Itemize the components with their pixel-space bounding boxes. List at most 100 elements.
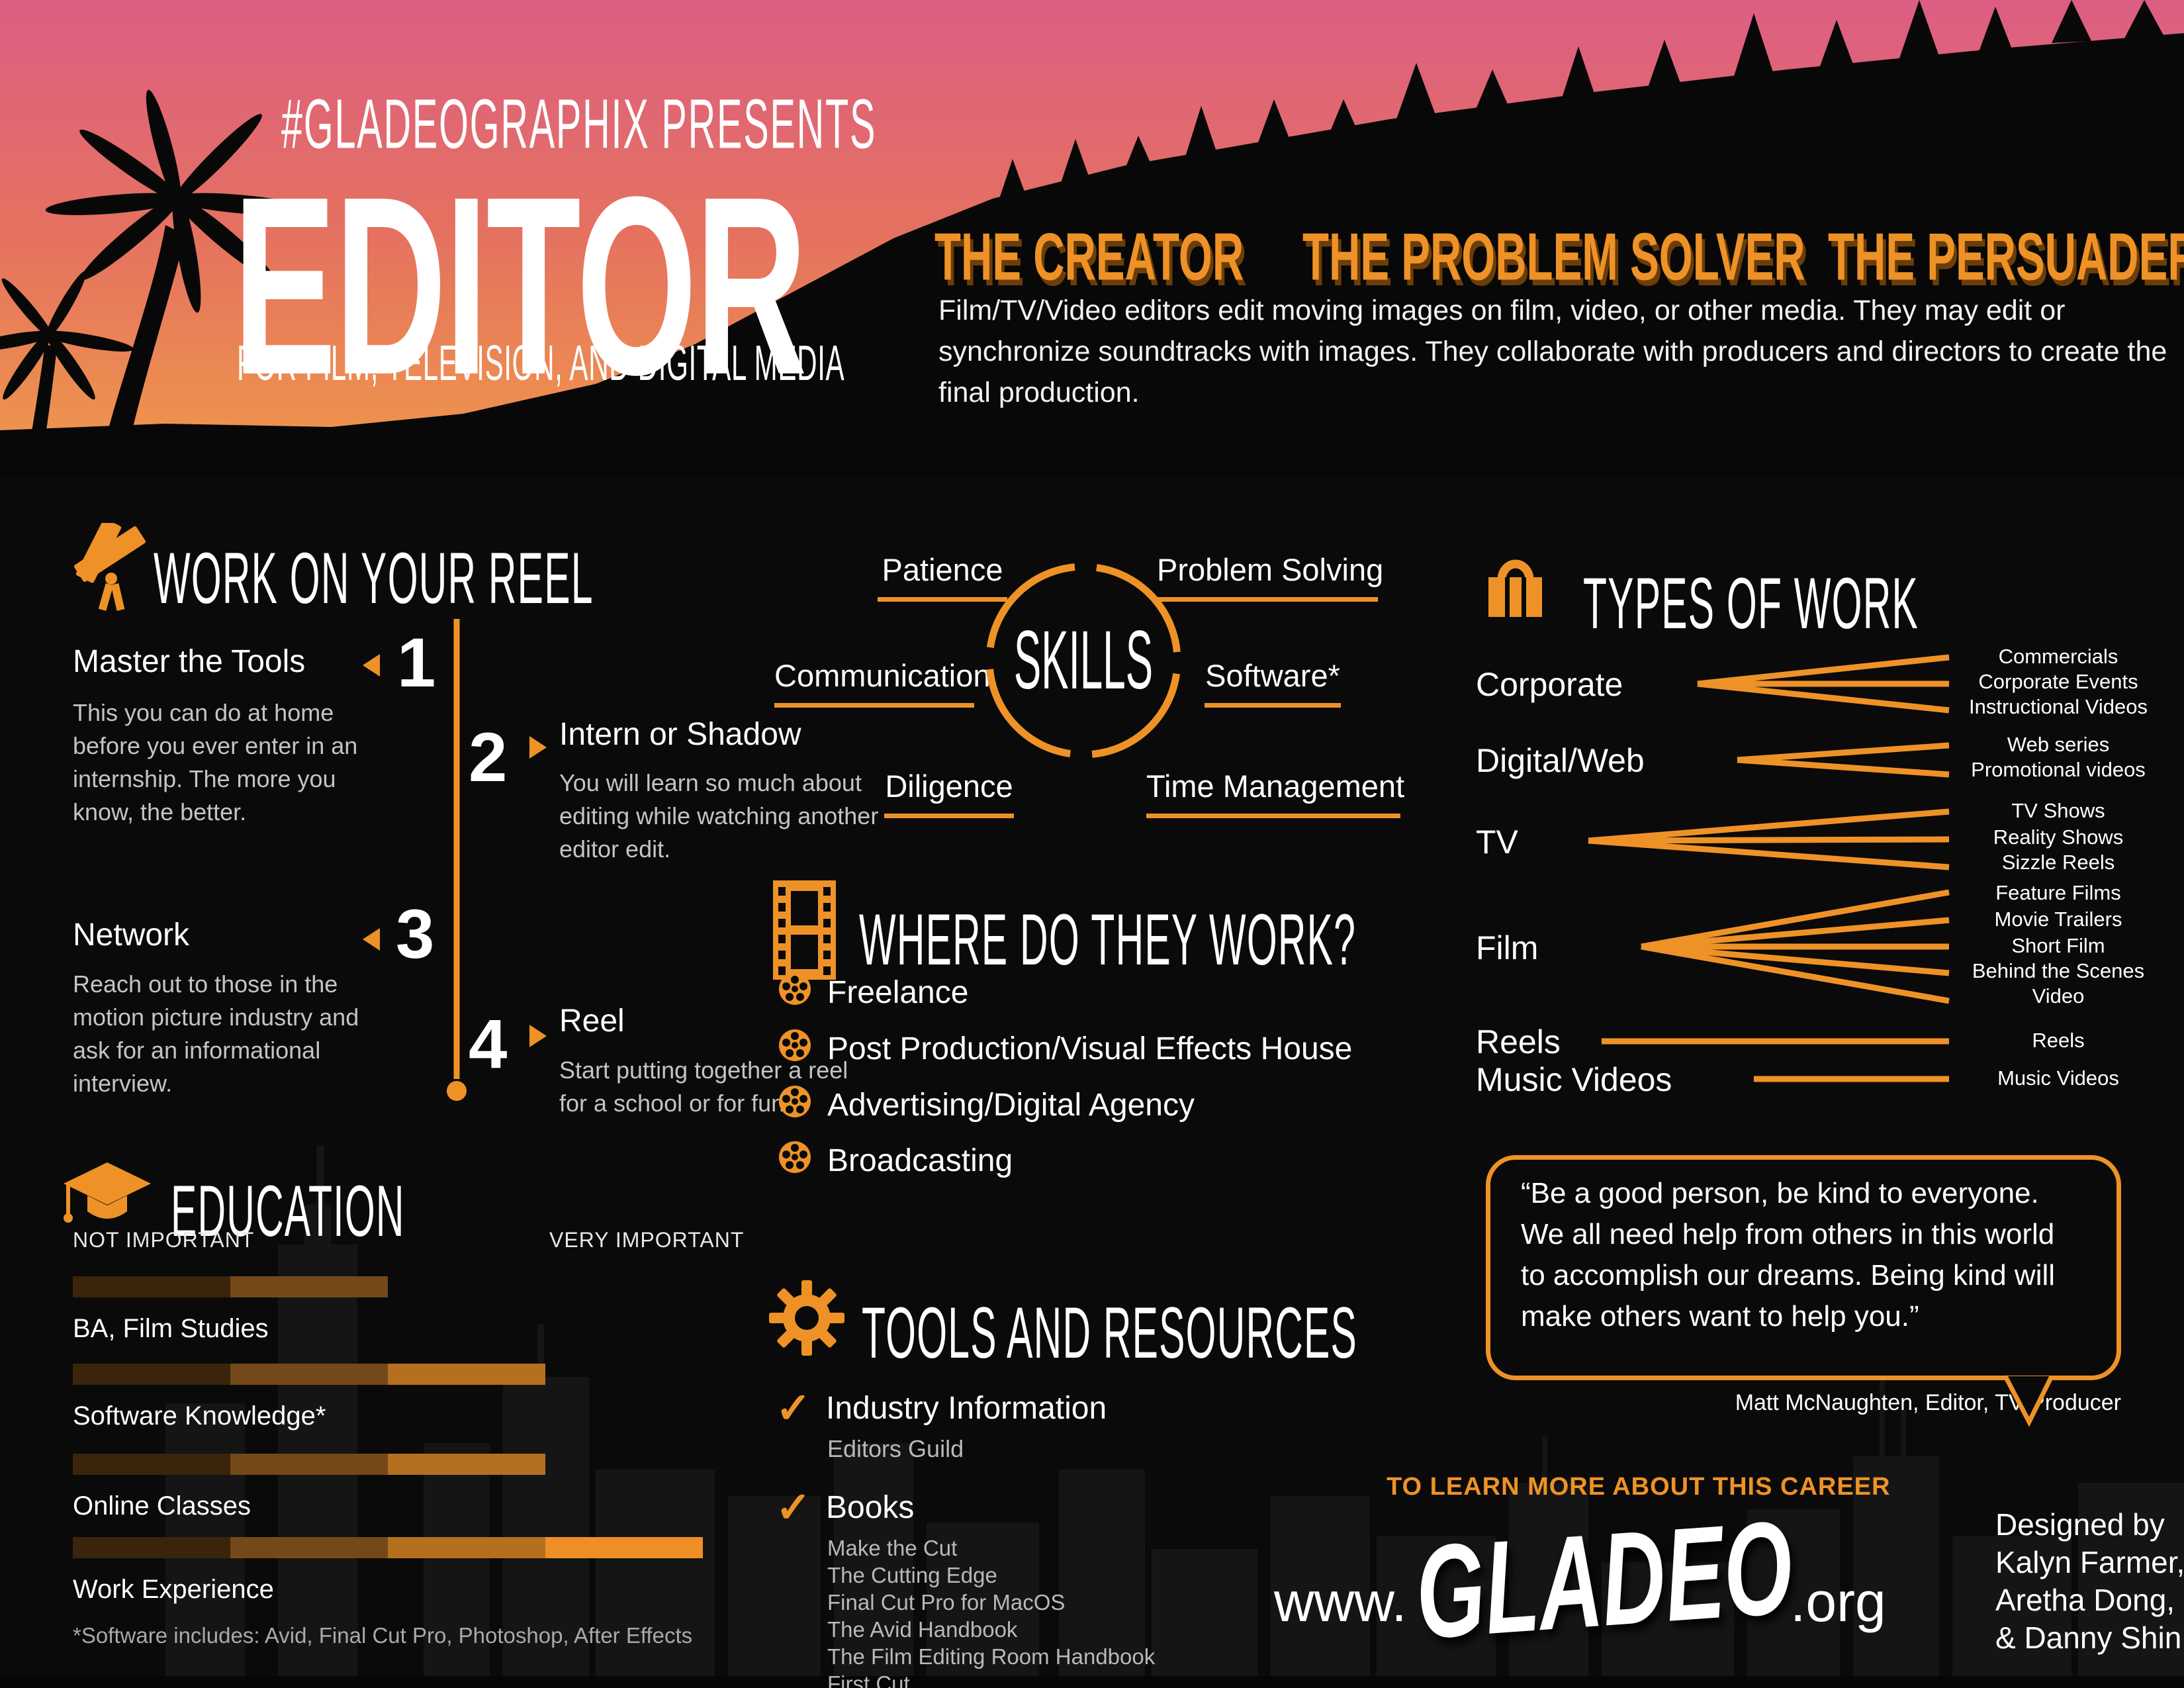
tow-label-digital-web: Digital/Web bbox=[1476, 742, 1645, 779]
step2-title: Intern or Shadow bbox=[559, 717, 801, 752]
step2-number: 2 bbox=[469, 719, 508, 796]
workplace-item: Advertising/Digital Agency bbox=[827, 1088, 1195, 1123]
header-sunset-background bbox=[0, 0, 2184, 477]
credit-line: Designed by bbox=[1995, 1507, 2165, 1542]
tow-output: Instructional Videos bbox=[1969, 695, 2148, 718]
tow-label-reels: Reels bbox=[1476, 1023, 1561, 1060]
role-problem-solver: THE PROBLEM SOLVER bbox=[1302, 219, 1805, 294]
page-subtitle: FOR FILM, TELEVISION, AND DIGITAL MEDIA bbox=[237, 336, 845, 391]
tow-output: Sizzle Reels bbox=[2001, 851, 2115, 874]
bar-label: Work Experience bbox=[73, 1575, 274, 1604]
book-item: The Cutting Edge bbox=[827, 1563, 997, 1587]
types-heading: TYPES OF WORK bbox=[1583, 563, 1919, 645]
books-label: Books bbox=[826, 1490, 915, 1525]
city-skyline bbox=[0, 1145, 2184, 1688]
step3-number: 3 bbox=[396, 896, 435, 973]
education-bar-work-exp bbox=[73, 1537, 703, 1558]
film-reel-icon bbox=[779, 1029, 811, 1061]
credit-line: Aretha Dong, bbox=[1995, 1583, 2175, 1617]
check-icon: ✓ bbox=[776, 1384, 811, 1432]
gear-icon bbox=[769, 1280, 844, 1356]
step3-desc: Reach out to those in the motion picture… bbox=[73, 970, 359, 1097]
tow-label-music-videos: Music Videos bbox=[1476, 1061, 1672, 1098]
tow-output: Movie Trailers bbox=[1994, 908, 2122, 931]
quote-attribution: Matt McNaughten, Editor, TV Producer bbox=[1735, 1390, 2121, 1415]
book-item: First Cut bbox=[827, 1671, 910, 1688]
graduation-cap-icon bbox=[64, 1162, 151, 1223]
tow-label-film: Film bbox=[1476, 929, 1539, 966]
workplace-item: Post Production/Visual Effects House bbox=[827, 1031, 1353, 1066]
tools-heading: TOOLS AND RESOURCES bbox=[862, 1293, 1358, 1374]
url-prefix: www. bbox=[1274, 1571, 1407, 1633]
skill-software: Software* bbox=[1205, 657, 1341, 708]
tow-output: Reality Shows bbox=[1993, 825, 2124, 849]
scale-not-important: NOT IMPORTANT bbox=[73, 1228, 255, 1252]
workplace-item: Freelance bbox=[827, 975, 969, 1010]
filmstrip-icon bbox=[773, 880, 836, 980]
workplaces-heading: WHERE DO THEY WORK? bbox=[859, 900, 1357, 981]
skills-center-label: SKILLS bbox=[1013, 614, 1154, 707]
film-splicer-icon bbox=[74, 523, 146, 611]
step3-title: Network bbox=[73, 917, 190, 953]
palm-tree-large bbox=[45, 89, 310, 463]
education-bar-software bbox=[73, 1364, 545, 1385]
tow-output: Corporate Events bbox=[1978, 670, 2138, 693]
role-creator: THE CREATOR bbox=[934, 219, 1244, 294]
work-bag-icon bbox=[1488, 559, 1542, 617]
fan-lines-digital bbox=[1737, 742, 1950, 778]
tow-output: TV Shows bbox=[2011, 799, 2105, 822]
timeline-dot bbox=[447, 1081, 467, 1101]
step1-number: 1 bbox=[397, 624, 436, 702]
gladeo-logo: GLADEO bbox=[1411, 1493, 1797, 1667]
tow-output: Promotional videos bbox=[1971, 758, 2146, 781]
page-title: EDITOR bbox=[233, 144, 807, 428]
step4-number: 4 bbox=[469, 1006, 508, 1083]
step4-desc: Start putting together a reel for a scho… bbox=[559, 1056, 848, 1117]
book-item: The Film Editing Room Handbook bbox=[827, 1644, 1156, 1669]
step1-desc: This you can do at home before you ever … bbox=[73, 699, 358, 825]
credit-line: Kalyn Farmer, bbox=[1995, 1545, 2184, 1579]
fan-lines-film bbox=[1641, 889, 1950, 1004]
skill-time-management: Time Management bbox=[1146, 768, 1404, 818]
palm-tree-small bbox=[0, 271, 134, 463]
step4-title: Reel bbox=[559, 1004, 625, 1039]
bar-label: Online Classes bbox=[73, 1491, 251, 1521]
industry-info-label: Industry Information bbox=[826, 1391, 1107, 1426]
workplace-item: Broadcasting bbox=[827, 1143, 1013, 1178]
credit-line: & Danny Shin bbox=[1995, 1620, 2182, 1655]
check-icon: ✓ bbox=[776, 1483, 811, 1531]
url-suffix: .org bbox=[1790, 1571, 1886, 1633]
step3-arrow-icon bbox=[363, 928, 380, 951]
skill-patience: Patience bbox=[878, 551, 1007, 602]
tow-label-corporate: Corporate bbox=[1476, 666, 1623, 703]
ridge-trees bbox=[999, 0, 2164, 199]
scale-very-important: VERY IMPORTANT bbox=[549, 1228, 745, 1252]
tow-output: Video bbox=[2032, 984, 2085, 1008]
role-persuader: THE PERSUADER bbox=[1828, 219, 2184, 294]
tow-output: Behind the Scenes bbox=[1972, 959, 2145, 982]
film-reel-icon bbox=[779, 973, 811, 1005]
step2-arrow-icon bbox=[529, 736, 547, 759]
industry-info-sub: Editors Guild bbox=[827, 1435, 964, 1462]
fan-lines-tv bbox=[1588, 808, 1950, 870]
fan-lines-corporate bbox=[1697, 654, 1950, 714]
tow-output: Music Videos bbox=[1997, 1066, 2119, 1090]
kicker: #GLADEOGRAPHIX PRESENTS bbox=[281, 85, 877, 164]
tow-output: Web series bbox=[2007, 733, 2110, 756]
quote-box bbox=[1486, 1155, 2121, 1380]
bar-label: Software Knowledge* bbox=[73, 1401, 326, 1430]
education-heading: EDUCATION bbox=[171, 1171, 405, 1252]
book-item: The Avid Handbook bbox=[827, 1617, 1018, 1642]
tow-output: Reels bbox=[2032, 1029, 2085, 1052]
education-bar-ba-film bbox=[73, 1276, 388, 1297]
step4-arrow-icon bbox=[529, 1025, 547, 1047]
quote-text: “Be a good person, be kind to everyone. … bbox=[1521, 1177, 2056, 1333]
step1-arrow-icon bbox=[363, 654, 380, 677]
job-description: Film/TV/Video editors edit moving images… bbox=[938, 295, 2167, 408]
tow-output: Commercials bbox=[1998, 645, 2118, 668]
film-reel-icon bbox=[779, 1141, 811, 1173]
tow-output: Short Film bbox=[2011, 934, 2105, 957]
tow-label-tv: TV bbox=[1476, 823, 1518, 861]
tow-output: Feature Films bbox=[1995, 881, 2121, 904]
